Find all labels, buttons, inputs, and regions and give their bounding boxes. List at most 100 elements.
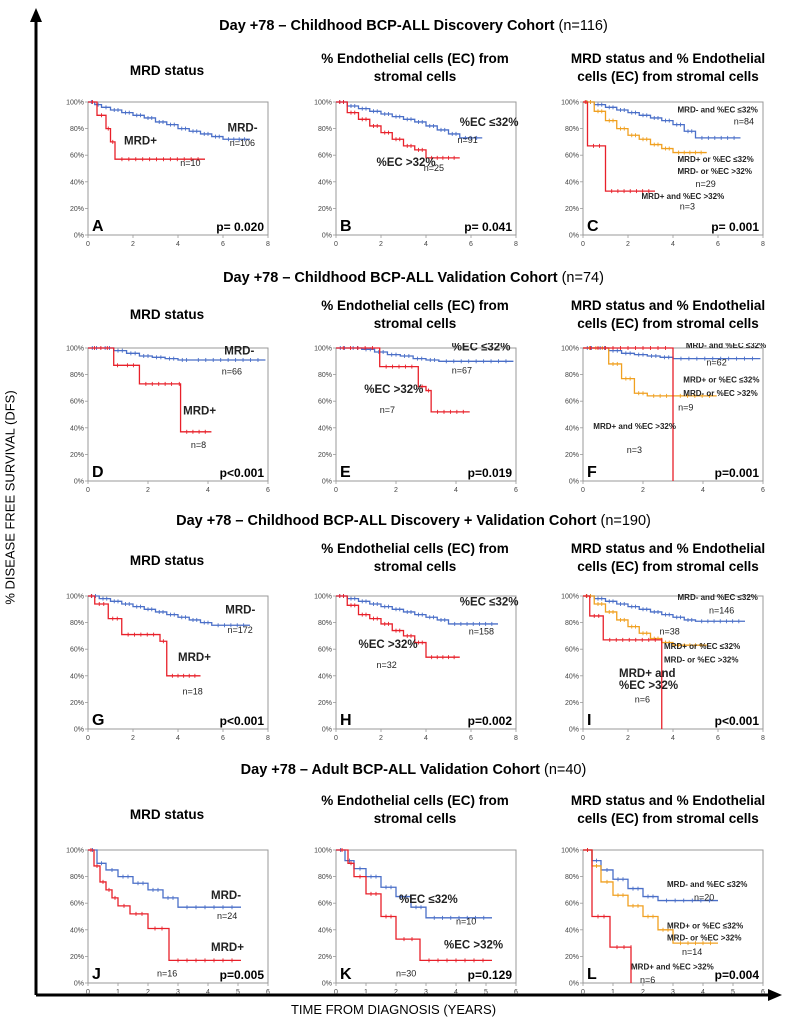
curve-annotation: n=66 xyxy=(222,367,242,377)
subtitle-combined-row1: MRD status and % Endothelial cells (EC) f… xyxy=(570,51,766,84)
curve-annotation: MRD+ or %EC ≤32% xyxy=(664,642,740,651)
panel-j: 0% 20% 40% 60% 80% 100% 0 1 2 3 4 5 6 MRD-n=24 MRD+ n=1… xyxy=(66,848,270,997)
x-tick-label: 4 xyxy=(176,241,180,248)
y-tick-label: 40% xyxy=(70,425,84,432)
curve-annotation: n=67 xyxy=(452,365,472,375)
y-tick-label: 100% xyxy=(66,594,84,601)
y-tick-label: 40% xyxy=(70,927,84,934)
curve-annotation: n=20 xyxy=(694,893,714,903)
x-tick-label: 6 xyxy=(469,735,473,742)
survival-curve-blue xyxy=(336,101,483,139)
panel-f: 0% 20% 40% 60% 80% 100% 0 2 4 6 MRD- and %EC ≤32% n… xyxy=(561,343,766,494)
panel-h: 0% 20% 40% 60% 80% 100% 0 2 4 6 8 %EC ≤32% n=158 %EC … xyxy=(314,594,518,743)
y-tick-label: 40% xyxy=(565,425,579,432)
curve-annotation: MRD- xyxy=(211,890,241,902)
panel-letter-k: K xyxy=(340,966,352,983)
y-axis-label: % DISEASE FREE SURVIVAL (DFS) xyxy=(2,390,18,605)
y-tick-label: 60% xyxy=(318,153,332,160)
curve-annotation: n=32 xyxy=(377,660,397,670)
curve-annotation: MRD+ xyxy=(211,942,244,954)
curve-annotation: n=6 xyxy=(635,694,650,704)
x-tick-label: 2 xyxy=(394,487,398,494)
curve-annotation: n=16 xyxy=(157,968,177,978)
x-tick-label: 8 xyxy=(514,735,518,742)
y-tick-label: 0% xyxy=(569,981,579,988)
y-tick-label: 0% xyxy=(322,233,332,240)
cohort-title-2: Day +78 – Childhood BCP-ALL Validation C… xyxy=(223,270,604,286)
y-tick-label: 40% xyxy=(318,927,332,934)
x-tick-label: 0 xyxy=(334,487,338,494)
y-tick-label: 80% xyxy=(318,126,332,133)
x-tick-label: 6 xyxy=(266,989,270,996)
y-tick-label: 100% xyxy=(66,100,84,107)
survival-curve-orange xyxy=(583,101,707,154)
curve-annotation: n=6 xyxy=(640,975,655,985)
curve-annotation: n=158 xyxy=(469,627,494,637)
y-tick-label: 80% xyxy=(318,874,332,881)
survival-curve-red xyxy=(336,849,492,962)
panel-c: 0% 20% 40% 60% 80% 100% 0 2 4 6 8 MRD- and %EC ≤32%… xyxy=(561,100,765,249)
panel-letter-i: I xyxy=(587,712,591,729)
x-tick-label: 3 xyxy=(424,989,428,996)
y-tick-label: 60% xyxy=(70,647,84,654)
x-tick-label: 6 xyxy=(514,487,518,494)
panel-d: 0% 20% 40% 60% 80% 100% 0 2 4 6 MRD-n=66 MRD+ n=8 D p<… xyxy=(66,346,270,495)
survival-curve-red xyxy=(88,347,212,433)
curve-annotation: n=18 xyxy=(183,686,203,696)
panel-letter-h: H xyxy=(340,712,352,729)
curve-annotation: n=38 xyxy=(660,627,680,637)
x-tick-label: 6 xyxy=(469,241,473,248)
panel-letter-g: G xyxy=(92,712,104,729)
x-tick-label: 4 xyxy=(701,989,705,996)
y-tick-label: 40% xyxy=(70,673,84,680)
y-tick-label: 0% xyxy=(322,981,332,988)
x-tick-label: 0 xyxy=(334,989,338,996)
p-value-e: p=0.019 xyxy=(468,466,513,480)
x-tick-label: 4 xyxy=(176,735,180,742)
panel-a: 0% 20% 40% 60% 80% 100% 0 2 4 6 8 MRD-n=106 MRD+ n=10… xyxy=(66,100,270,249)
y-tick-label: 60% xyxy=(565,399,579,406)
x-tick-label: 1 xyxy=(116,989,120,996)
curve-annotation: MRD- and %EC ≤32% xyxy=(667,880,747,889)
curve-annotation: MRD+ or %EC ≤32% xyxy=(683,376,759,385)
y-tick-label: 80% xyxy=(318,620,332,627)
x-tick-label: 2 xyxy=(146,989,150,996)
curve-annotation: n=84 xyxy=(734,117,754,127)
panel-i: 0% 20% 40% 60% 80% 100% 0 2 4 6 8 MRD- and %EC ≤32%… xyxy=(561,593,765,742)
y-tick-label: 100% xyxy=(561,848,579,855)
x-tick-label: 2 xyxy=(641,487,645,494)
x-tick-label: 4 xyxy=(206,487,210,494)
subtitle-combined-row2: MRD status and % Endothelial cells (EC) f… xyxy=(570,298,766,331)
y-tick-label: 0% xyxy=(74,727,84,734)
x-tick-label: 0 xyxy=(581,487,585,494)
curve-annotation: MRD- xyxy=(225,604,255,616)
x-tick-label: 0 xyxy=(86,241,90,248)
curve-annotation: n=106 xyxy=(230,138,255,148)
curve-annotation: n=172 xyxy=(228,625,253,635)
survival-curve-red xyxy=(336,595,460,658)
y-tick-label: 80% xyxy=(565,620,579,627)
x-tick-label: 6 xyxy=(514,989,518,996)
x-tick-label: 6 xyxy=(221,735,225,742)
panel-l: 0% 20% 40% 60% 80% 100% 0 1 2 3 4 5 6 MRD- and %EC ≤3… xyxy=(561,848,765,997)
y-tick-label: 100% xyxy=(314,594,332,601)
y-tick-label: 20% xyxy=(318,452,332,459)
x-tick-label: 8 xyxy=(266,241,270,248)
x-tick-label: 1 xyxy=(364,989,368,996)
curve-annotation: MRD+ or %EC ≤32% xyxy=(667,921,743,930)
panel-letter-d: D xyxy=(92,464,104,481)
curve-annotation: n=25 xyxy=(424,163,444,173)
curve-annotation: n=10 xyxy=(180,158,200,168)
x-tick-label: 0 xyxy=(334,241,338,248)
curve-annotation: MRD+ xyxy=(178,652,211,664)
curve-annotation: MRD- or %EC >32% xyxy=(678,167,752,176)
x-tick-label: 6 xyxy=(221,241,225,248)
subtitle-ec-row4: % Endothelial cells (EC) from stromal cel… xyxy=(321,793,509,826)
p-value-h: p=0.002 xyxy=(468,714,513,728)
y-tick-label: 60% xyxy=(318,647,332,654)
curve-annotation: MRD- and %EC ≤32% xyxy=(686,343,766,350)
curve-annotation: MRD- and %EC ≤32% xyxy=(678,593,758,602)
panel-letter-f: F xyxy=(587,464,597,481)
y-tick-label: 0% xyxy=(569,233,579,240)
panel-letter-b: B xyxy=(340,218,352,235)
